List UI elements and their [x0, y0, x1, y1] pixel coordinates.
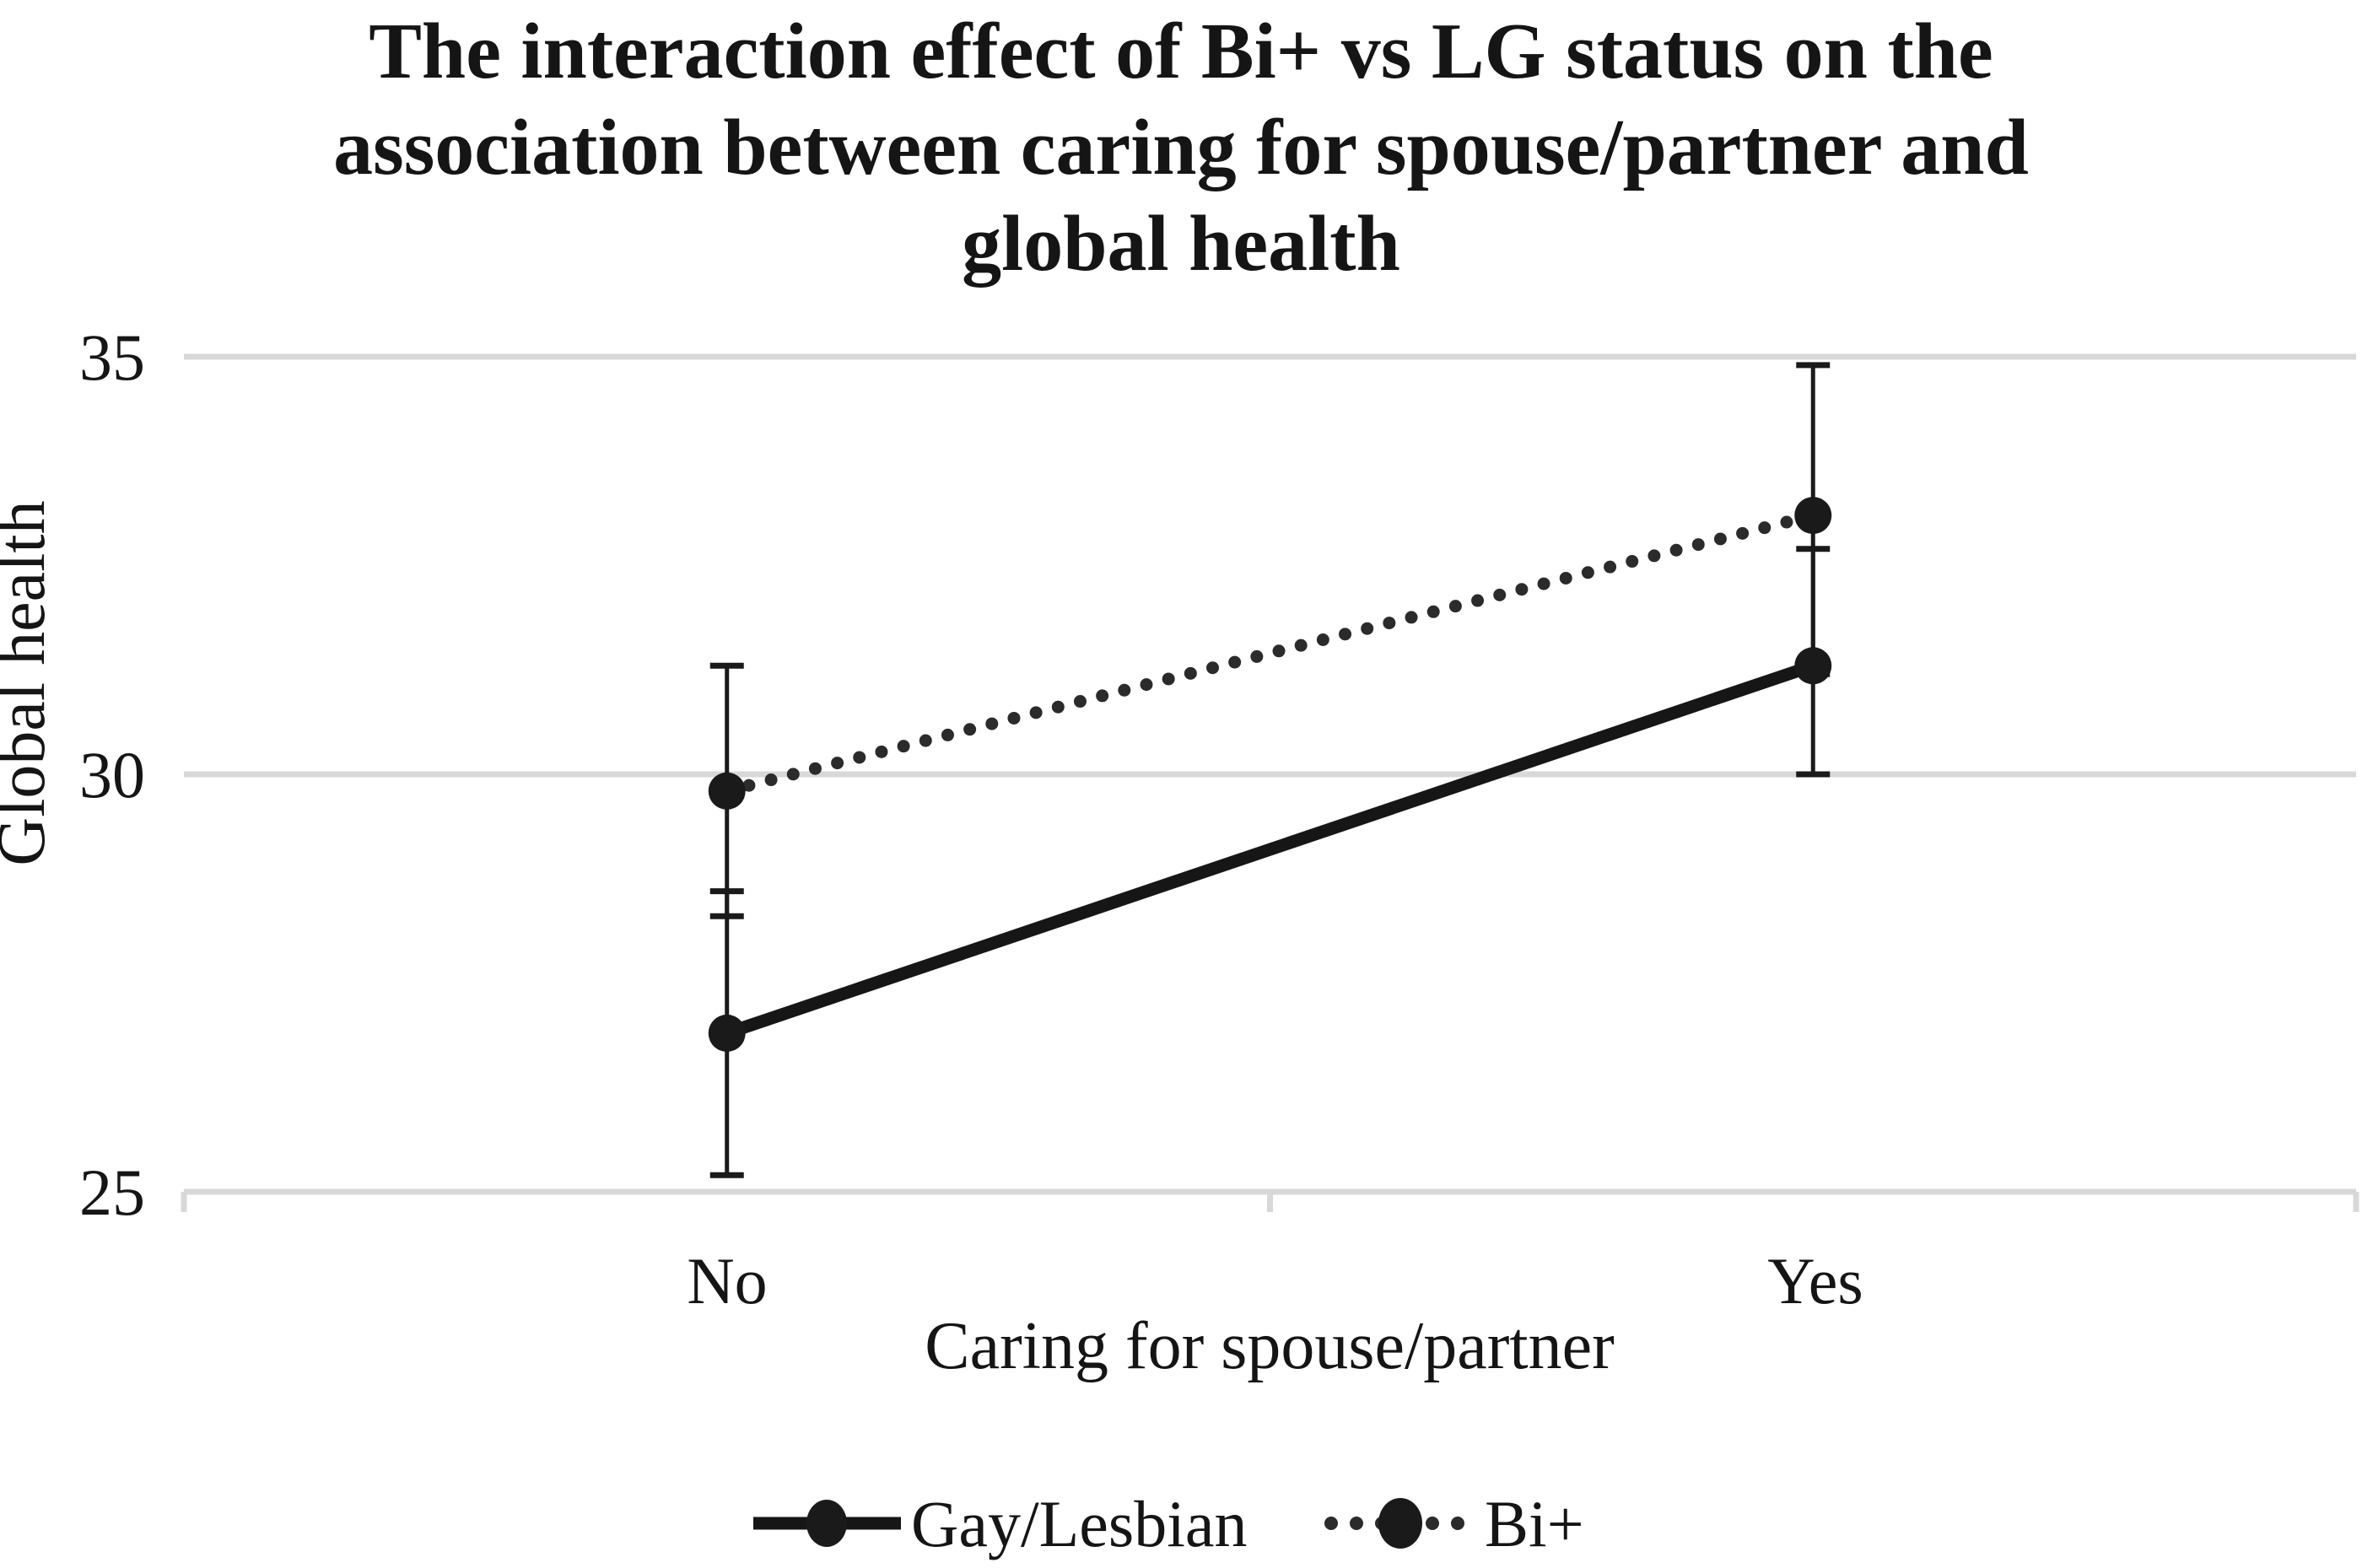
y-tick-label-25: 25	[79, 1156, 145, 1229]
y-tick-label-30: 30	[79, 738, 145, 811]
x-tick-label-no: No	[687, 1244, 767, 1317]
legend: Gay/Lesbian Bi+	[753, 1487, 1584, 1560]
y-axis-title: Global health	[0, 500, 59, 865]
y-axis-tick-labels: 35 30 25	[79, 321, 145, 1229]
x-axis-tick-labels: No Yes	[687, 1244, 1863, 1317]
legend-marker-bi-plus	[1378, 1498, 1422, 1549]
error-bars	[709, 362, 1831, 1178]
legend-label-bi-plus: Bi+	[1485, 1487, 1584, 1560]
chart-title: The interaction effect of Bi+ vs LG stat…	[333, 8, 2029, 288]
gridlines	[184, 353, 2356, 1195]
y-tick-label-35: 35	[79, 321, 145, 394]
chart-title-line-2: association between caring for spouse/pa…	[333, 104, 2029, 191]
legend-label-gay-lesbian: Gay/Lesbian	[911, 1487, 1248, 1560]
axis-tick-stubs	[181, 1192, 2359, 1212]
marker-Bi+-Yes	[1794, 497, 1832, 535]
series-line-Bi+	[720, 509, 1820, 798]
series-line-Gay/Lesbian	[725, 660, 1815, 1040]
chart-title-line-1: The interaction effect of Bi+ vs LG stat…	[369, 8, 1993, 95]
marker-Bi+-No	[708, 772, 746, 810]
legend-item-bi-plus: Bi+	[1324, 1487, 1584, 1560]
x-tick-label-yes: Yes	[1767, 1244, 1863, 1317]
marker-Gay/Lesbian-No	[708, 1014, 746, 1052]
legend-item-gay-lesbian: Gay/Lesbian	[753, 1487, 1248, 1560]
legend-marker-gay-lesbian	[806, 1500, 847, 1547]
chart-title-line-3: global health	[962, 200, 1400, 288]
data-point-markers	[708, 497, 1832, 1052]
marker-Gay/Lesbian-Yes	[1794, 647, 1832, 685]
series-lines	[720, 509, 1820, 1040]
x-axis-title: Caring for spouse/partner	[925, 1309, 1615, 1383]
